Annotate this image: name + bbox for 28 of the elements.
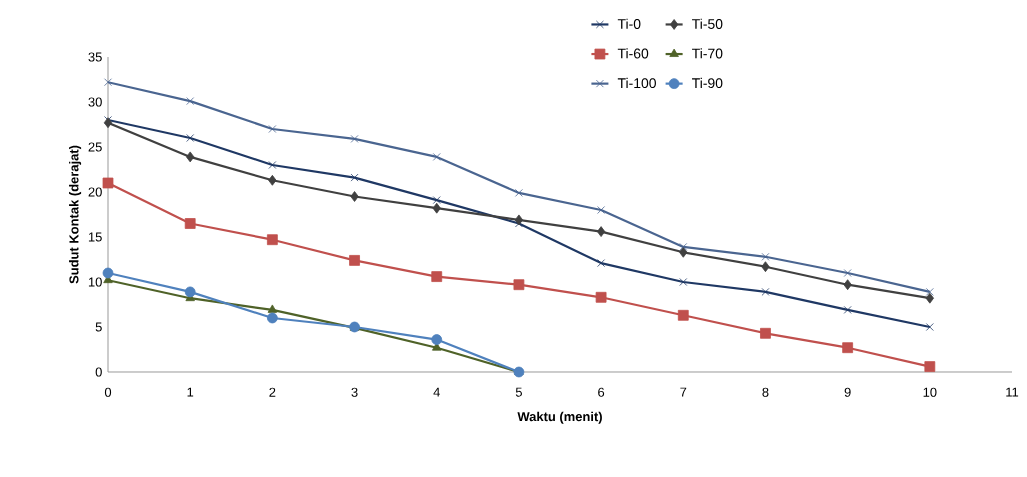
x-tick-label: 10	[923, 387, 937, 397]
x-tick-label: 3	[351, 387, 358, 397]
y-tick-label: 0	[95, 367, 102, 377]
y-tick-label: 15	[88, 232, 102, 242]
y-tick-label: 35	[88, 52, 102, 62]
x-tick-label: 5	[515, 387, 522, 397]
y-tick-label: 5	[95, 322, 102, 332]
x-tick-label: 7	[680, 387, 687, 397]
legend-label: Ti-50	[692, 18, 723, 29]
x-tick-label: 6	[598, 387, 605, 397]
legend-label: Ti-100	[617, 77, 656, 89]
x-tick-label: 9	[844, 387, 851, 397]
y-tick-label: 25	[88, 142, 102, 152]
x-tick-label: 2	[269, 387, 276, 397]
x-tick-label: 8	[762, 387, 769, 397]
legend-label: Ti-60	[617, 48, 649, 59]
y-axis-title: Sudut Kontak (derajat)	[69, 145, 82, 284]
legend-label: Ti-0	[617, 18, 641, 29]
y-tick-label: 20	[88, 187, 102, 197]
x-tick-label: 4	[433, 387, 440, 397]
x-axis-title: Waktu (menit)	[517, 411, 602, 424]
x-tick-label: 1	[187, 387, 194, 397]
x-tick-label: 11	[1006, 387, 1019, 397]
y-tick-label: 30	[88, 97, 102, 107]
x-tick-label: 0	[104, 387, 112, 397]
legend-label: Ti-70	[692, 48, 723, 59]
legend-label: Ti-90	[692, 77, 723, 89]
y-tick-label: 10	[88, 277, 102, 287]
